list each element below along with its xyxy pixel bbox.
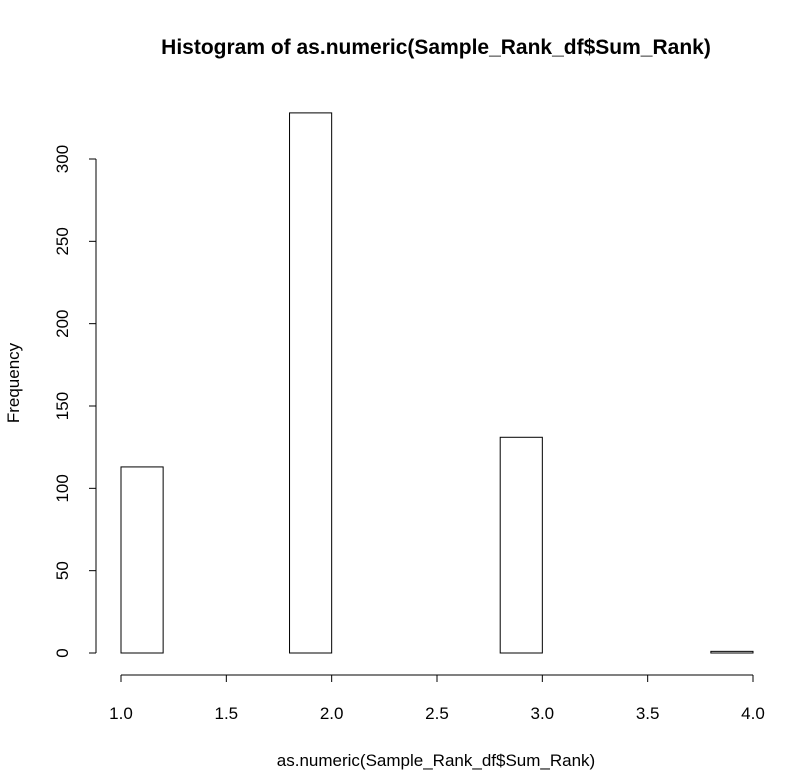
y-tick-label: 0: [53, 648, 72, 657]
y-tick-label: 50: [53, 561, 72, 580]
histogram-bar: [499, 436, 543, 654]
y-tick-label: 150: [53, 392, 72, 420]
y-axis: 0 50 100 150 200 250 300: [53, 145, 97, 658]
x-tick-label: 1.5: [215, 704, 239, 723]
y-tick-label: 300: [53, 145, 72, 173]
y-axis-label: Frequency: [4, 342, 23, 423]
x-tick-label: 3.5: [636, 704, 660, 723]
x-axis-label: as.numeric(Sample_Rank_df$Sum_Rank): [277, 751, 595, 770]
histogram-bar: [710, 650, 754, 654]
y-tick-label: 200: [53, 309, 72, 337]
y-tick-label: 100: [53, 474, 72, 502]
bars-group: [120, 112, 754, 654]
x-tick-label: 2.0: [320, 704, 344, 723]
x-tick-label: 3.0: [531, 704, 555, 723]
histogram-bar: [289, 112, 333, 654]
x-axis: 1.0 1.5 2.0 2.5 3.0 3.5 4.0: [109, 674, 765, 723]
x-tick-label: 4.0: [741, 704, 765, 723]
x-tick-label: 2.5: [425, 704, 449, 723]
chart-title: Histogram of as.numeric(Sample_Rank_df$S…: [161, 36, 711, 59]
y-tick-label: 250: [53, 227, 72, 255]
x-tick-label: 1.0: [109, 704, 133, 723]
histogram-bar: [120, 466, 164, 654]
